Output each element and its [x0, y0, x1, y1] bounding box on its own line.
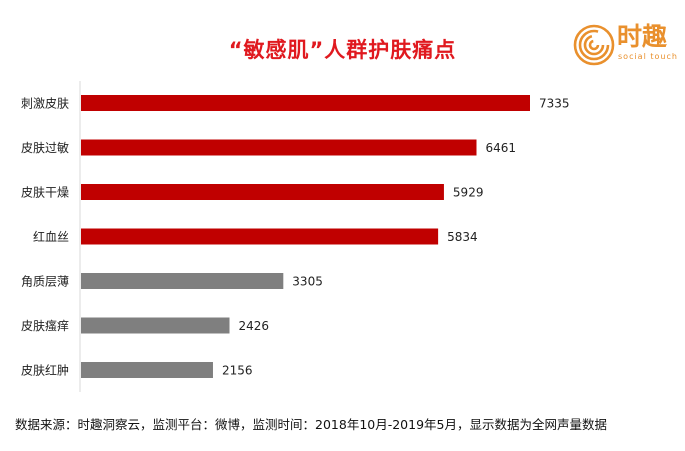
bar [81, 317, 230, 334]
category-label: 刺激皮肤 [21, 96, 69, 111]
category-label: 皮肤干燥 [21, 185, 69, 200]
bar [81, 273, 284, 289]
data-label: 3305 [292, 275, 323, 289]
bar [81, 184, 444, 200]
bar-chart: 刺激皮肤 7335 皮肤过敏 6461 皮肤干燥 5929 红血丝 5834 角质层薄 3305 皮… [21, 81, 570, 392]
data-label: 7335 [539, 97, 570, 111]
data-label: 2426 [239, 319, 270, 333]
data-label: 2156 [222, 364, 253, 378]
data-label: 5834 [447, 230, 478, 244]
logo-tagline: social touch [618, 52, 678, 61]
bar [81, 95, 530, 111]
data-label: 5929 [453, 186, 484, 200]
spiral-logo-icon [573, 24, 615, 66]
bar [81, 228, 439, 245]
category-label: 皮肤过敏 [21, 140, 69, 155]
brand-logo: 时趣 social touch [573, 22, 681, 68]
data-source-note: 数据来源：时趣洞察云，监测平台：微博，监测时间：2018年10月-2019年5月… [15, 417, 607, 432]
category-label: 角质层薄 [21, 274, 69, 289]
bar [81, 139, 477, 156]
chart-title: “敏感肌”人群护肤痛点 [228, 38, 457, 62]
category-label: 皮肤瘙痒 [21, 318, 69, 333]
data-label: 6461 [485, 141, 516, 155]
bar [81, 362, 213, 378]
logo-name: 时趣 [617, 22, 668, 51]
category-label: 皮肤红肿 [21, 363, 69, 378]
category-label: 红血丝 [33, 229, 69, 244]
